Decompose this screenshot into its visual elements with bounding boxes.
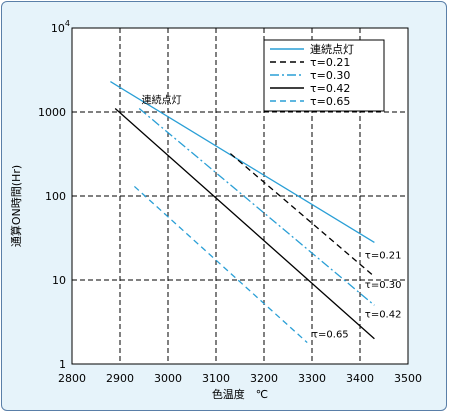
annotation-label: τ=0.42 — [365, 309, 402, 320]
y-tick-labels: 1 10 100 1000 104 — [38, 19, 70, 371]
x-tick-label: 2800 — [58, 372, 86, 385]
x-tick-label: 3100 — [202, 372, 230, 385]
x-tick-label: 3200 — [250, 372, 278, 385]
annotation-label: τ=0.21 — [365, 251, 402, 262]
annotation-label: 連続点灯 — [142, 94, 182, 107]
series-line-2 — [229, 153, 375, 278]
annotation-label: τ=0.30 — [365, 280, 402, 291]
series-layer — [110, 81, 375, 344]
x-tick-label: 3000 — [154, 372, 182, 385]
y-tick-label: 104 — [51, 19, 70, 35]
y-tick-label: 10 — [52, 274, 66, 287]
legend-label: τ=0.65 — [310, 95, 350, 108]
x-axis-label: 色温度 ℃ — [212, 387, 268, 401]
y-tick-label: 100 — [45, 190, 66, 203]
series-line-3 — [138, 108, 375, 306]
annotation-label: τ=0.65 — [312, 330, 349, 341]
y-axis-label: 通算ON時間(Hr) — [9, 165, 23, 247]
series-line-4 — [114, 108, 375, 340]
y-tick-label: 1000 — [38, 106, 66, 119]
series-line-5 — [133, 185, 308, 344]
plot-border — [71, 27, 409, 365]
legend-label: τ=0.21 — [310, 56, 350, 69]
legend-label: 連続点灯 — [310, 42, 354, 56]
legend-label: τ=0.30 — [310, 69, 350, 82]
x-tick-labels: 2800 2900 3000 3100 3200 3300 3400 3500 — [58, 372, 422, 385]
x-tick-label: 3300 — [298, 372, 326, 385]
legend-label: τ=0.42 — [310, 82, 350, 95]
y-tick-label: 1 — [59, 358, 66, 371]
series-line-1 — [110, 81, 375, 243]
x-tick-label: 2900 — [106, 372, 134, 385]
x-tick-label: 3500 — [394, 372, 422, 385]
x-tick-label: 3400 — [346, 372, 374, 385]
annotations: 連続点灯 τ=0.21 τ=0.30 τ=0.42 τ=0.65 — [142, 94, 402, 341]
